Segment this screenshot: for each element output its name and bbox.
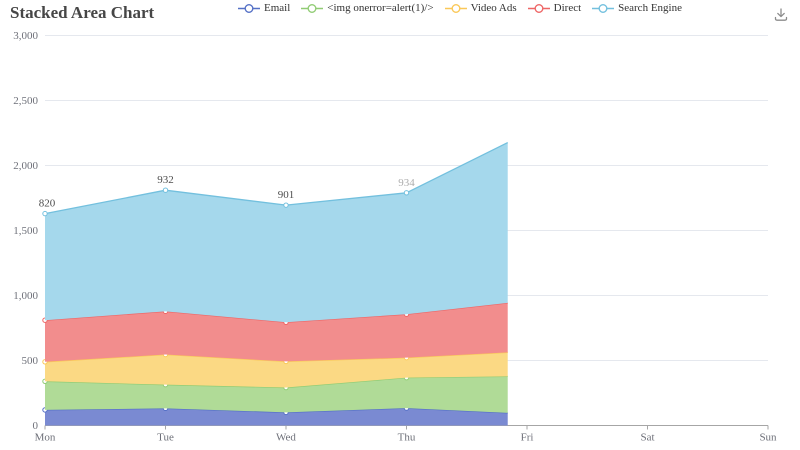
line-circle-marker-icon <box>444 3 467 14</box>
area-series-search-engine[interactable] <box>42 141 509 323</box>
data-point-label: 901 <box>278 189 295 201</box>
legend-label: Video Ads <box>470 2 517 14</box>
data-point-marker[interactable] <box>162 187 169 193</box>
x-axis-tick-label: Tue <box>157 432 174 444</box>
legend-label: Search Engine <box>618 2 682 14</box>
line-circle-marker-icon <box>238 3 260 14</box>
y-axis: 0 500 1,000 1,500 2,000 2,500 3,000 <box>13 30 38 432</box>
legend-label: Email <box>264 2 291 14</box>
legend-item-img-onerror-alert[interactable]: <img onerror=alert(1)/> <box>301 2 434 14</box>
y-axis-tick-label: 2,500 <box>13 95 38 107</box>
line-circle-marker-icon <box>592 3 615 14</box>
data-point-marker[interactable] <box>403 190 410 196</box>
legend-label: Direct <box>553 2 582 14</box>
legend-item-search-engine[interactable]: Search Engine <box>592 2 682 14</box>
chart-title: Stacked Area Chart <box>10 3 155 22</box>
area-fill-direct <box>45 302 508 362</box>
point-labels: 820 932 901 934 <box>39 174 416 209</box>
x-axis: Mon Tue Wed Thu Fri Sat Sun <box>35 425 777 444</box>
line-circle-marker-icon <box>527 3 550 14</box>
save-as-image-button[interactable] <box>772 6 790 24</box>
y-axis-tick-label: 500 <box>22 355 39 367</box>
data-point-label: 820 <box>39 198 56 210</box>
y-axis-tick-label: 1,500 <box>13 225 38 237</box>
x-axis-tick-label: Sat <box>640 432 654 444</box>
line-circle-marker-icon <box>301 3 324 14</box>
data-point-label: 932 <box>157 174 174 186</box>
data-point-label: 934 <box>398 177 415 189</box>
download-icon <box>774 8 788 21</box>
data-point-marker[interactable] <box>283 202 289 208</box>
legend-item-direct[interactable]: Direct <box>527 2 582 14</box>
x-axis-tick-label: Sun <box>759 432 777 444</box>
area-fill-email <box>45 408 508 426</box>
x-axis-tick-label: Wed <box>276 432 296 444</box>
area-fill-img-onerror-alert-1 <box>45 376 508 413</box>
area-fill-search-engine <box>45 142 508 323</box>
area-fill-video-ads <box>45 352 508 388</box>
x-axis-tick-label: Thu <box>398 432 416 444</box>
y-axis-tick-label: 2,000 <box>13 160 38 172</box>
legend-item-video-ads[interactable]: Video Ads <box>444 2 517 14</box>
data-point-marker[interactable] <box>42 210 48 217</box>
x-axis-tick-label: Fri <box>521 432 534 444</box>
y-axis-tick-label: 1,000 <box>13 290 38 302</box>
chart-legend: Email <img onerror=alert(1)/> Video Ads … <box>160 2 760 14</box>
legend-label: <img onerror=alert(1)/> <box>327 2 434 14</box>
y-axis-tick-label: 3,000 <box>13 30 38 42</box>
x-axis-tick-label: Mon <box>35 432 56 444</box>
legend-item-email[interactable]: Email <box>238 2 290 14</box>
y-axis-tick-label: 0 <box>33 420 39 432</box>
